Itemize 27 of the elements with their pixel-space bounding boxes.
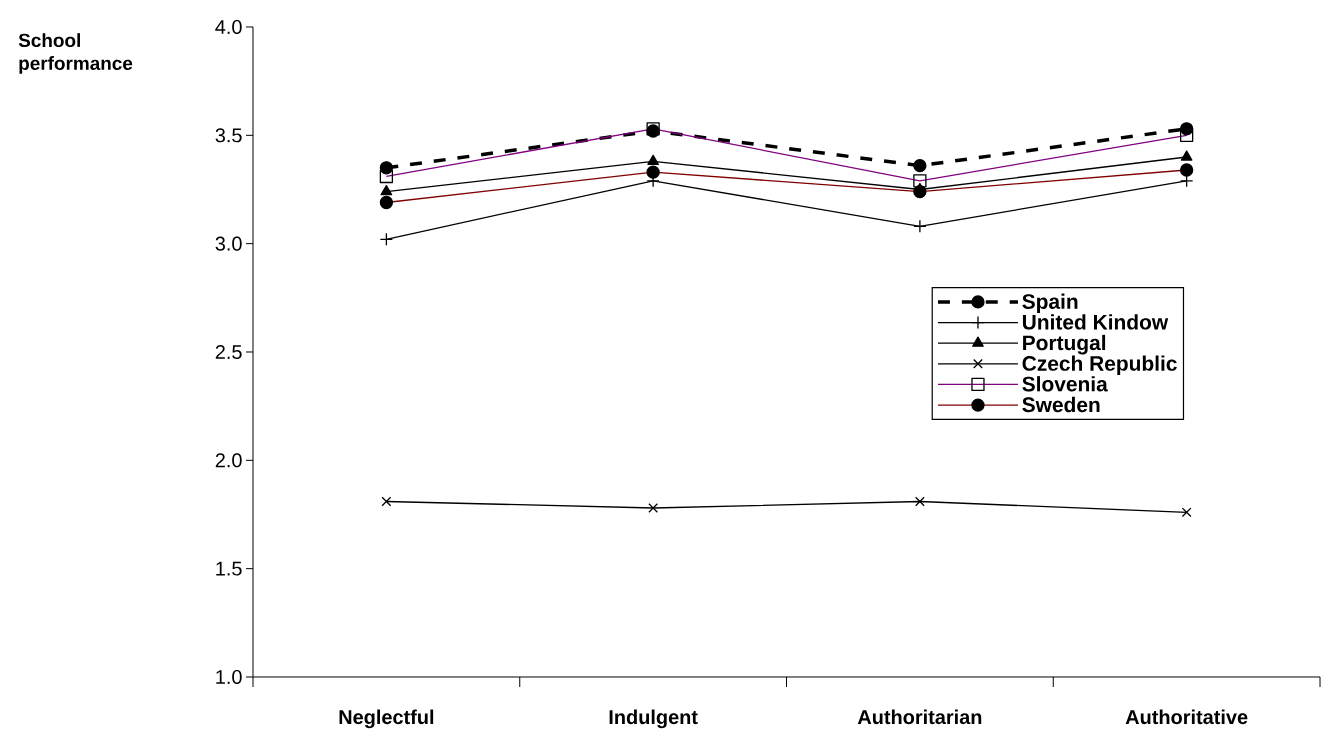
point bbox=[380, 185, 393, 196]
y-tick-label: 2.5 bbox=[215, 344, 242, 360]
legend-label: Slovenia bbox=[1022, 376, 1108, 392]
point bbox=[1181, 507, 1192, 518]
point bbox=[379, 161, 394, 175]
x-tick-label: Authoritative bbox=[1125, 709, 1248, 725]
point bbox=[647, 154, 659, 165]
y-axis-title: School performance bbox=[18, 33, 133, 74]
point bbox=[1180, 150, 1193, 161]
legend-label: United Kindow bbox=[1022, 314, 1169, 330]
y-tick-label: 3.0 bbox=[215, 236, 242, 251]
x-tick-label: Indulgent bbox=[609, 709, 698, 729]
point bbox=[648, 503, 659, 513]
point bbox=[913, 159, 927, 173]
x-tick-label: Authoritarian bbox=[857, 709, 982, 725]
y-tick-label: 3.5 bbox=[215, 128, 242, 143]
legend-label: Portugal bbox=[1023, 334, 1106, 355]
legend-label: Sweden bbox=[1022, 396, 1100, 413]
y-tick-label: 2.0 bbox=[215, 453, 242, 468]
x-tick-label: Neglectful bbox=[339, 709, 434, 729]
legend-label: Czech Republic bbox=[1022, 355, 1177, 375]
y-tick-label: 1.0 bbox=[216, 669, 242, 685]
y-tick-label: 1.5 bbox=[216, 561, 242, 576]
legend-label: Spain bbox=[1022, 293, 1078, 314]
point bbox=[915, 496, 925, 507]
y-tick-label: 4.0 bbox=[215, 19, 242, 35]
point bbox=[381, 496, 392, 507]
